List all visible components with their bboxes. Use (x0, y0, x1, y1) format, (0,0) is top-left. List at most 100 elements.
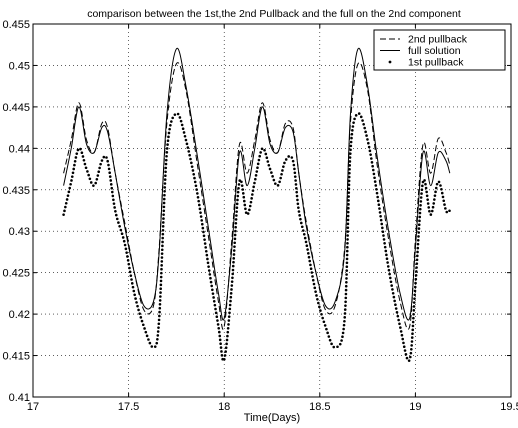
series-1st-pullback-point (441, 195, 445, 199)
series-1st-pullback-point (110, 186, 114, 190)
series-1st-pullback-point (253, 181, 256, 185)
series-1st-pullback-point (181, 127, 185, 130)
series-1st-pullback-point (390, 284, 394, 287)
series-1st-pullback-point (156, 334, 160, 337)
series-1st-pullback-point (417, 231, 421, 234)
series-1st-pullback-point (244, 211, 248, 214)
chart-title: comparison between the 1st,the 2nd Pullb… (87, 8, 461, 20)
series-1st-pullback-point (345, 249, 349, 253)
series-1st-pullback-point (80, 151, 84, 155)
series-1st-pullback-point (218, 334, 222, 338)
series-1st-pullback-point (228, 303, 232, 307)
series-1st-pullback-point (295, 194, 299, 198)
series-1st-pullback-point (414, 281, 417, 285)
series-1st-pullback-point (367, 141, 370, 145)
x-axis-label: Time(Days) (244, 412, 300, 424)
series-1st-pullback-point (348, 167, 351, 171)
series-1st-pullback-point (188, 153, 191, 157)
series-1st-pullback-point (290, 156, 294, 159)
series-1st-pullback-point (160, 252, 164, 255)
series-1st-pullback-point (95, 178, 99, 181)
series-1st-pullback-point (412, 305, 416, 308)
series-1st-pullback-point (291, 159, 295, 163)
series-1st-pullback-point (346, 210, 350, 214)
series-1st-pullback-point (226, 334, 229, 338)
series-1st-pullback-point (70, 175, 74, 178)
series-1st-pullback-point (128, 266, 131, 270)
series-1st-pullback-point (161, 232, 165, 236)
y-tick-label: 0.43 (9, 226, 30, 238)
series-1st-pullback-point (164, 174, 167, 178)
series-1st-pullback-point (225, 342, 228, 346)
series-1st-pullback-point (407, 359, 411, 362)
series-1st-pullback-point (354, 114, 358, 117)
series-1st-pullback-point (234, 218, 238, 221)
series-1st-pullback-point (125, 251, 128, 254)
series-1st-pullback-point (328, 338, 332, 342)
series-1st-pullback-point (381, 230, 385, 233)
series-1st-pullback-point (158, 314, 161, 318)
series-1st-pullback-point (185, 142, 189, 146)
series-1st-pullback-point (419, 203, 422, 207)
series-1st-pullback-point (386, 265, 390, 268)
series-1st-pullback-point (364, 130, 367, 134)
series-1st-pullback-point (351, 129, 354, 132)
series-1st-pullback-point (313, 286, 317, 290)
series-1st-pullback-point (215, 315, 219, 319)
series-1st-pullback-point (178, 116, 182, 119)
series-1st-pullback-point (413, 297, 416, 300)
series-1st-pullback-point (237, 186, 240, 190)
series-1st-pullback-point (373, 180, 377, 183)
series-1st-pullback-point (352, 121, 355, 124)
series-1st-pullback-point (440, 191, 444, 195)
series-1st-pullback-point (296, 202, 300, 206)
series-1st-pullback-point (350, 132, 354, 136)
series-1st-pullback-point (309, 267, 313, 271)
series-1st-pullback-point (256, 166, 259, 169)
series-1st-pullback-point (287, 155, 290, 158)
series-1st-pullback-point (193, 180, 197, 184)
series-1st-pullback-point (345, 253, 349, 257)
series-1st-pullback-point (284, 158, 288, 161)
series-1st-pullback-point (205, 253, 209, 257)
series-1st-pullback-point (321, 316, 324, 320)
series-1st-pullback-point (164, 158, 168, 162)
series-1st-pullback-point (94, 181, 97, 185)
series-1st-pullback-point (346, 234, 349, 237)
series-1st-pullback-point (86, 170, 89, 173)
series-1st-pullback-point (306, 248, 309, 251)
series-1st-pullback-point (414, 274, 418, 277)
series-1st-pullback-point (346, 238, 349, 241)
series-1st-pullback-point (163, 189, 166, 193)
series-1st-pullback-point (113, 206, 116, 209)
series-1st-pullback-point (444, 207, 447, 210)
series-1st-pullback-point (388, 276, 392, 280)
series-1st-pullback-point (168, 127, 171, 131)
series-1st-pullback-point (235, 202, 239, 206)
legend-label: 2nd pullback (408, 34, 468, 46)
series-1st-pullback-point (161, 225, 165, 228)
series-1st-pullback-point (220, 354, 224, 357)
series-1st-pullback-point (237, 183, 241, 186)
series-1st-pullback-point (347, 199, 350, 202)
series-1st-pullback-point (106, 159, 109, 163)
series-1st-pullback-point (413, 293, 417, 297)
series-1st-pullback-point (417, 227, 421, 230)
series-1st-pullback-point (148, 341, 152, 345)
series-1st-pullback-point (424, 182, 427, 186)
x-tick-label: 19.5 (500, 401, 518, 413)
series-1st-pullback-point (346, 226, 350, 230)
series-1st-pullback-point (404, 353, 408, 356)
series-1st-pullback-point (298, 214, 301, 217)
series-1st-pullback-point (159, 279, 163, 283)
series-1st-pullback-point (229, 299, 232, 303)
series-1st-pullback-point (211, 288, 214, 292)
series-1st-pullback-point (280, 172, 283, 176)
series-1st-pullback-point (75, 152, 79, 155)
series-full-solution-line (63, 47, 451, 321)
series-1st-pullback-point (398, 322, 401, 326)
series-1st-pullback-point (187, 150, 191, 153)
series-1st-pullback-point (309, 263, 312, 267)
series-1st-pullback-point (202, 234, 206, 238)
series-1st-pullback-point (412, 312, 415, 316)
